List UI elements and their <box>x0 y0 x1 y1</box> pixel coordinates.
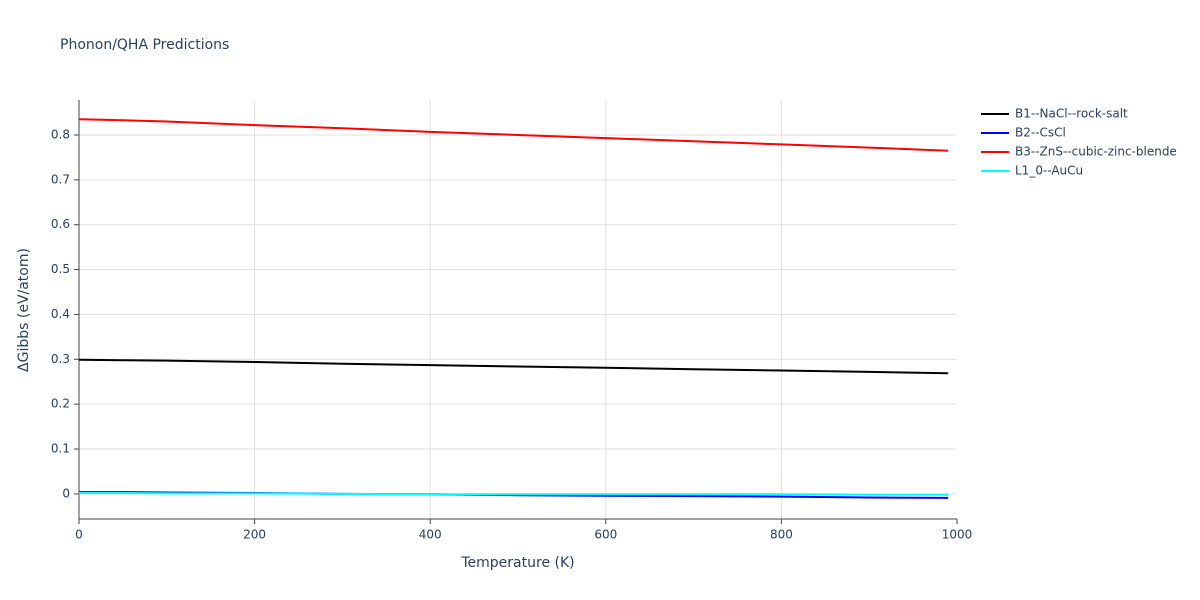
y-tick-label: 0.8 <box>51 127 70 141</box>
y-tick-label: 0.1 <box>51 442 70 456</box>
x-axis-label: Temperature (K) <box>460 555 574 571</box>
series-line <box>78 118 949 152</box>
x-tick-label: 1000 <box>942 528 973 542</box>
y-tick-label: 0 <box>62 486 70 500</box>
x-tick-label: 0 <box>75 528 83 542</box>
y-tick-label: 0.3 <box>51 352 70 366</box>
y-tick-label: 0.2 <box>51 397 70 411</box>
x-tick-label: 600 <box>594 528 617 542</box>
legend-label: B3--ZnS--cubic-zinc-blende <box>1015 145 1177 159</box>
legend-label: L1_0--AuCu <box>1015 164 1083 178</box>
legend-label: B2--CsCl <box>1015 126 1066 140</box>
y-axis-label: ΔGibbs (eV/atom) <box>16 248 32 372</box>
x-tick-label: 400 <box>419 528 442 542</box>
y-tick-label: 0.4 <box>51 307 70 321</box>
y-tick-label: 0.7 <box>51 172 70 186</box>
x-tick-label: 800 <box>770 528 793 542</box>
series-line <box>79 492 949 496</box>
y-tick-label: 0.5 <box>51 262 70 276</box>
series-line <box>78 358 949 375</box>
legend-label: B1--NaCl--rock-salt <box>1015 107 1128 121</box>
x-tick-label: 200 <box>243 528 266 542</box>
y-tick-label: 0.6 <box>51 217 70 231</box>
chart-title: Phonon/QHA Predictions <box>60 37 229 53</box>
